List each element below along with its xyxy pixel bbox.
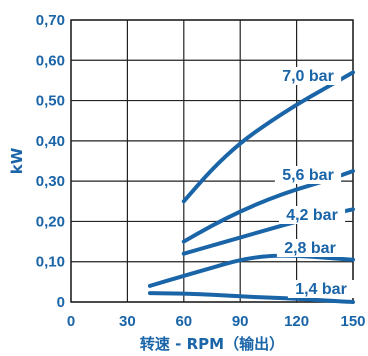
x-axis-title: 转速 - RPM（输出） <box>140 335 284 353</box>
y-tick-label: 0,40 <box>36 133 65 150</box>
series-label-bg <box>274 67 342 85</box>
series-label-4: 1,4 bar <box>295 281 347 298</box>
grid <box>70 19 354 303</box>
y-tick-label: 0,10 <box>36 254 65 271</box>
series-line-3 <box>147 253 355 288</box>
x-tick-label: 0 <box>67 313 75 330</box>
series-label-1: 5,6 bar <box>282 167 334 184</box>
x-tick-label: 30 <box>119 313 136 330</box>
series-lines <box>147 70 355 304</box>
series-label-bg <box>276 239 344 257</box>
y-tick-label: 0,30 <box>36 173 65 190</box>
x-tick-label: 90 <box>232 313 249 330</box>
y-tick-label: 0,50 <box>36 93 65 110</box>
series-label-bg <box>287 280 355 298</box>
x-tick-label: 60 <box>175 313 192 330</box>
y-tick-label: 0 <box>57 294 65 311</box>
x-tick-label: 120 <box>284 313 309 330</box>
series-line-4 <box>147 291 355 304</box>
series-label-bg <box>278 206 346 224</box>
series-labels: 7,0 bar 5,6 bar 4,2 bar 2,8 bar 1,4 bar <box>274 67 355 298</box>
y-axis-title: kW <box>8 147 26 174</box>
plot-frame <box>70 19 354 303</box>
series-label-0: 7,0 bar <box>282 68 334 85</box>
y-tick-label: 0,60 <box>36 52 65 69</box>
x-tick-label: 150 <box>340 313 365 330</box>
tick-labels: 0 30 60 90 120 150 0 0,10 0,20 0,30 0,40 0,50 0,60 0,… <box>36 12 366 330</box>
y-tick-label: 0,20 <box>36 213 65 230</box>
series-label-2: 4,2 bar <box>286 207 338 224</box>
series-label-3: 2,8 bar <box>284 240 336 257</box>
y-tick-label: 0,70 <box>36 12 65 29</box>
series-label-bg <box>274 166 342 184</box>
